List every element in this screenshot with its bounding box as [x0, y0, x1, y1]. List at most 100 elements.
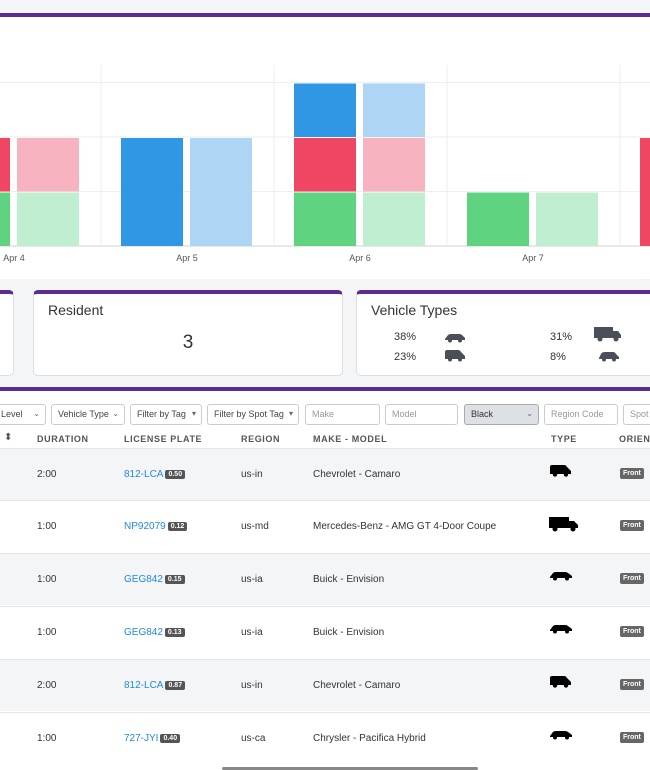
region-cell: us-md	[241, 521, 269, 532]
sedan-icon	[548, 568, 574, 586]
vehicle-type-filter[interactable]: Vehicle Type ⌄	[51, 404, 125, 425]
chevron-down-icon: ⌄	[33, 409, 40, 418]
bar-segment-apr-6[interactable]	[294, 192, 356, 247]
duration-cell: 2:00	[37, 469, 57, 480]
plate-cell[interactable]: GEG842 0.15	[124, 574, 185, 585]
bar-segment-apr-5[interactable]	[190, 138, 252, 246]
plate-cell[interactable]: 812-LCA 0.50	[124, 469, 186, 480]
occupancy-chart: Apr 4 Apr 5 Apr 6 Apr 7	[0, 65, 650, 263]
bar-segment-apr-4[interactable]	[17, 192, 79, 247]
table-row[interactable]: 1:00 727-JYI 0.40 us-ca Chrysler - Pacifi…	[0, 712, 650, 764]
confidence-badge: 0.50	[165, 470, 186, 479]
vt-pct-suv: 8%	[550, 351, 566, 363]
bar-segment-apr-6[interactable]	[294, 138, 356, 192]
header-license-plate[interactable]: LICENSE PLATE	[124, 434, 203, 444]
resident-card: Resident 3	[33, 290, 343, 376]
sedan-icon	[548, 727, 574, 745]
region-cell: us-in	[241, 680, 263, 691]
table-row[interactable]: 2:00 812-LCA 0.87 us-in Chevrolet - Camar…	[0, 659, 650, 711]
van-icon	[445, 350, 465, 362]
region-cell: us-ia	[241, 574, 263, 585]
table-row[interactable]: 1:00 GEG842 0.13 us-ia Buick - Envision F…	[0, 606, 650, 658]
table-row[interactable]: 2:00 812-LCA 0.50 us-in Chevrolet - Camar…	[0, 448, 650, 500]
caret-down-icon: ▾	[288, 409, 293, 418]
make-model-cell: Buick - Envision	[313, 627, 385, 638]
bar-segment-apr-6[interactable]	[363, 192, 425, 247]
orientation-badge: Front	[620, 679, 644, 690]
plate-link[interactable]: GEG842	[124, 574, 163, 585]
stat-card-left	[0, 290, 14, 376]
color-filter[interactable]: Black ⌄	[464, 404, 539, 425]
make-model-cell: Chrysler - Pacifica Hybrid	[313, 733, 426, 744]
model-input[interactable]: Model	[385, 404, 458, 425]
plate-link[interactable]: NP92079	[124, 521, 166, 532]
horizontal-scrollbar[interactable]	[222, 767, 478, 770]
duration-cell: 1:00	[37, 733, 57, 744]
duration-cell: 1:00	[37, 627, 57, 638]
spot-input[interactable]: Spot	[623, 404, 650, 425]
orientation-badge: Front	[620, 732, 644, 743]
confidence-badge: 0.15	[164, 575, 185, 584]
vt-pct-sedan: 38%	[394, 331, 417, 343]
region-code-input[interactable]: Region Code	[544, 404, 618, 425]
truck-icon	[594, 327, 621, 342]
confidence-badge: 0.40	[160, 734, 181, 743]
sedan-icon	[445, 334, 465, 343]
bar-segment-apr-7[interactable]	[467, 192, 529, 247]
plate-link[interactable]: GEG842	[124, 627, 163, 638]
tag-filter[interactable]: Filter by Tag ▾	[130, 404, 202, 425]
plate-link[interactable]: 812-LCA	[124, 680, 164, 691]
header-duration[interactable]: DURATION	[37, 434, 89, 444]
bar-segment-apr-7[interactable]	[536, 192, 598, 247]
bar-segment-apr-5[interactable]	[121, 138, 183, 246]
header-type[interactable]: TYPE	[551, 434, 577, 444]
suv-icon	[599, 352, 619, 362]
x-tick-label: Apr 7	[522, 253, 544, 263]
header-region[interactable]: REGION	[241, 434, 281, 444]
bar-segment-apr-4[interactable]	[0, 192, 10, 247]
plate-cell[interactable]: 812-LCA 0.87	[124, 680, 186, 691]
x-tick-label: Apr 4	[3, 253, 25, 263]
level-filter[interactable]: Level ⌄	[0, 404, 46, 425]
region-cell: us-in	[241, 469, 263, 480]
confidence-badge: 0.87	[165, 681, 186, 690]
make-model-cell: Buick - Envision	[313, 574, 385, 585]
chevron-down-icon: ⌄	[112, 409, 119, 418]
plate-link[interactable]: 727-JYI	[124, 733, 159, 744]
bar-segment-apr-4[interactable]	[17, 138, 79, 192]
orientation-badge: Front	[620, 520, 644, 531]
region-cell: us-ca	[241, 733, 266, 744]
bar-segment-apr-4[interactable]	[0, 138, 10, 192]
x-tick-label: Apr 6	[349, 253, 371, 263]
plate-link[interactable]: 812-LCA	[124, 469, 164, 480]
occupancy-chart-card: Apr 4 Apr 5 Apr 6 Apr 7	[0, 13, 650, 279]
van-icon	[548, 674, 574, 693]
plate-cell[interactable]: 727-JYI 0.40	[124, 733, 181, 744]
make-model-cell: Chevrolet - Camaro	[313, 469, 401, 480]
header-orientation[interactable]: ORIENT	[619, 434, 650, 444]
spot-tag-filter[interactable]: Filter by Spot Tag ▾	[207, 404, 299, 425]
bar-segment-apr-6[interactable]	[363, 138, 425, 192]
sedan-icon	[548, 621, 574, 639]
vehicle-types-card: Vehicle Types 38% 31% 23% 8%	[356, 290, 650, 376]
make-model-cell: Chevrolet - Camaro	[313, 680, 401, 691]
x-tick-label: Apr 5	[176, 253, 198, 263]
bar-segment-apr-8[interactable]	[640, 138, 650, 246]
plate-cell[interactable]: GEG842 0.13	[124, 627, 185, 638]
orientation-badge: Front	[620, 468, 644, 479]
bar-segment-apr-6[interactable]	[363, 83, 425, 138]
caret-down-icon: ▾	[191, 409, 196, 418]
plate-cell[interactable]: NP92079 0.12	[124, 521, 188, 532]
confidence-badge: 0.13	[164, 628, 185, 637]
confidence-badge: 0.12	[167, 522, 188, 531]
duration-cell: 1:00	[37, 574, 57, 585]
resident-value: 3	[182, 332, 194, 353]
make-input[interactable]: Make	[305, 404, 380, 425]
chevron-down-icon: ⌄	[526, 409, 533, 418]
sort-icon[interactable]: ⬍	[4, 432, 13, 443]
table-row[interactable]: 1:00 NP92079 0.12 us-md Mercedes-Benz - A…	[0, 500, 650, 552]
bar-segment-apr-6[interactable]	[294, 83, 356, 138]
table-row[interactable]: 1:00 GEG842 0.15 us-ia Buick - Envision F…	[0, 553, 650, 605]
make-model-cell: Mercedes-Benz - AMG GT 4-Door Coupe	[313, 521, 497, 532]
header-make-model[interactable]: MAKE - MODEL	[313, 434, 388, 444]
